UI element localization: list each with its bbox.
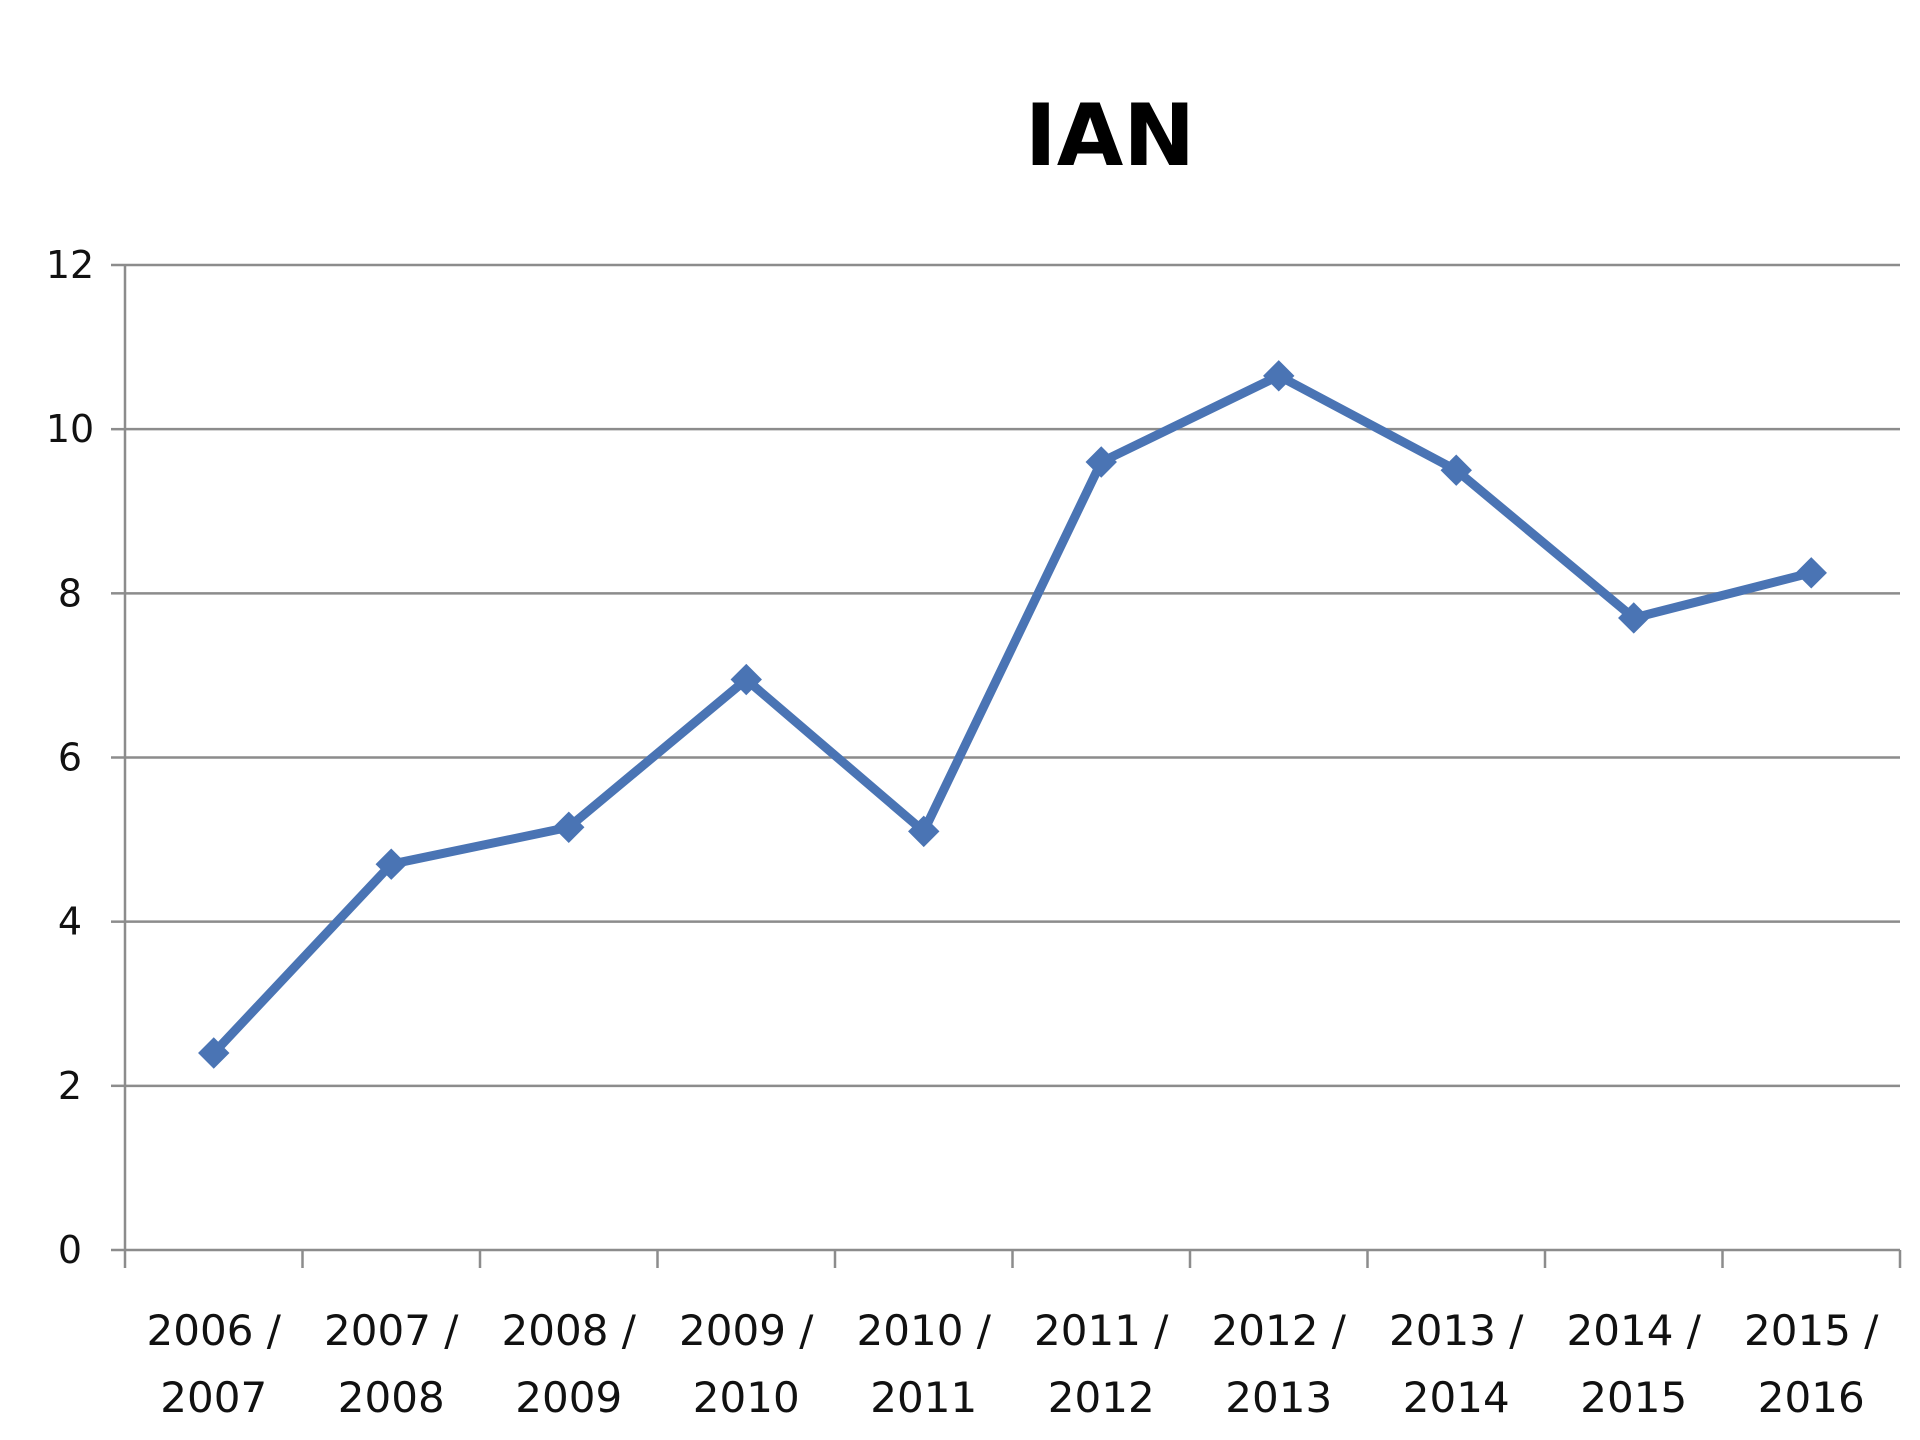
y-tick-label-6: 6 [58, 736, 82, 780]
x-tick-label-line: 2015 [1580, 1373, 1687, 1422]
y-axis-ticks: 0 2 4 6 8 10 12 [46, 243, 125, 1272]
axes [123, 265, 1902, 1268]
x-tick-label-line: 2006 / [147, 1306, 282, 1355]
x-tick-label-6: 2012 / 2013 [1212, 1306, 1347, 1422]
series-line-0 [209, 371, 1816, 1058]
x-tick-label-line: 2011 [870, 1373, 977, 1422]
data-point-2 [553, 811, 585, 843]
data-point-3 [730, 663, 762, 696]
x-tick-label-line: 2007 [160, 1373, 267, 1422]
x-tick-label-9: 2015 / 2016 [1744, 1306, 1879, 1422]
x-tick-label-5: 2011 / 2012 [1034, 1306, 1169, 1422]
x-tick-label-3: 2009 / 2010 [679, 1306, 814, 1422]
data-point-9 [1795, 557, 1827, 589]
data-point-5 [1085, 446, 1117, 478]
x-tick-label-line: 2013 [1225, 1373, 1332, 1422]
x-tick-label-line: 2014 [1403, 1373, 1510, 1422]
x-tick-label-line: 2009 / [679, 1306, 814, 1355]
chart-title: IAN [1025, 86, 1196, 186]
x-tick-label-line: 2016 [1758, 1373, 1865, 1422]
data-point-1 [375, 848, 407, 880]
x-tick-label-line: 2013 / [1389, 1306, 1524, 1355]
x-tick-label-7: 2013 / 2014 [1389, 1306, 1524, 1422]
x-tick-label-1: 2007 / 2008 [324, 1306, 459, 1422]
data-point-8 [1618, 602, 1650, 634]
x-tick-label-line: 2010 [693, 1373, 800, 1422]
gridlines [125, 263, 1900, 1088]
y-tick-label-10: 10 [46, 407, 94, 451]
y-tick-label-0: 0 [58, 1228, 82, 1272]
data-point-6 [1263, 360, 1295, 392]
x-tick-label-2: 2008 / 2009 [502, 1306, 637, 1422]
series-layer [198, 360, 1827, 1069]
x-tick-label-line: 2008 [338, 1373, 445, 1422]
x-tick-label-line: 2012 [1048, 1373, 1155, 1422]
y-tick-label-12: 12 [46, 243, 94, 287]
data-point-0 [198, 1037, 230, 1069]
y-tick-label-8: 8 [58, 571, 82, 615]
x-tick-label-4: 2010 / 2011 [857, 1306, 992, 1422]
x-tick-label-0: 2006 / 2007 [147, 1306, 282, 1422]
x-tick-label-line: 2011 / [1034, 1306, 1169, 1355]
x-tick-label-line: 2015 / [1744, 1306, 1879, 1355]
x-tick-label-line: 2009 [515, 1373, 622, 1422]
data-point-4 [908, 815, 940, 848]
x-tick-label-8: 2014 / 2015 [1567, 1306, 1702, 1422]
x-tick-label-line: 2010 / [857, 1306, 992, 1355]
x-tick-label-line: 2008 / [502, 1306, 637, 1355]
y-tick-label-2: 2 [58, 1064, 82, 1108]
x-tick-label-line: 2014 / [1567, 1306, 1702, 1355]
y-tick-label-4: 4 [58, 900, 82, 944]
x-tick-label-line: 2012 / [1212, 1306, 1347, 1355]
data-point-7 [1440, 454, 1472, 486]
x-axis-ticks: 2006 / 2007 2007 / 2008 2008 / 2009 2009 / 2010… [147, 1306, 1880, 1422]
x-tick-label-line: 2007 / [324, 1306, 459, 1355]
